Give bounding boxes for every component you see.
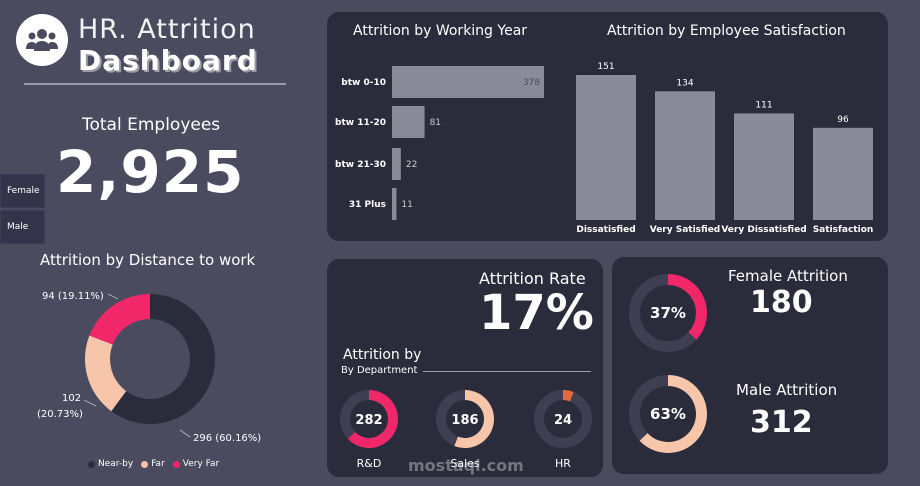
distance-slice-very-far[interactable] [89,294,150,345]
department-value: 186 [451,413,478,428]
department-donut-sales[interactable]: 186 Sales [436,390,494,470]
satisfaction-value-label: 111 [755,100,772,110]
satisfaction-category-label: Satisfaction [813,225,874,235]
satisfaction-bar[interactable] [655,91,715,220]
label-far-pct: (20.73%) [37,409,83,420]
department-donut-hr[interactable]: 24 HR [534,390,592,470]
working-year-category-label: btw 11-20 [335,118,386,128]
satisfaction-category-label: Very Satisfied [650,225,721,235]
distance-chart-title: Attrition by Distance to work [40,251,256,269]
department-divider [423,371,591,372]
working-year-value-label: 378 [523,78,540,88]
working-year-bar-chart: btw 0-10 378 btw 11-20 81 btw 21-30 22 31 Plus… [335,66,544,220]
working-year-category-label: btw 21-30 [335,160,386,170]
male-attrition-pct: 63% [650,405,686,423]
watermark: mostaql.com [408,456,524,475]
legend-dot-near-by [88,460,95,468]
distance-donut [84,294,215,424]
department-donuts: 282 R&D 186 Sales 24 HR [340,390,592,470]
distance-donut-chart: 94 (19.11%) 102 (20.73%) 296 (60.16%) [37,291,261,444]
total-employees-value: 2,925 [56,138,245,206]
leader-line-near-by [179,429,191,438]
legend-near-by: Near-by [88,459,133,469]
working-year-bar[interactable] [392,188,397,220]
working-year-title: Attrition by Working Year [353,23,528,39]
department-arc [454,390,494,448]
male-arc [639,375,707,453]
dashboard-title-line1: HR. Attrition [78,14,256,45]
male-attrition-value: 312 [750,405,813,440]
department-name: HR [555,457,571,470]
bar-charts-panel: Attrition by Working Year btw 0-10 378 btw… [327,12,888,241]
working-year-category-label: btw 0-10 [341,78,386,88]
label-far-value: 102 [62,393,81,404]
distance-slice-far[interactable] [84,335,127,412]
distance-legend: Near-by Far Very Far [88,459,219,469]
department-value: 282 [355,413,382,428]
female-attrition-label: Female Attrition [728,267,848,285]
legend-very-far: Very Far [172,459,219,469]
satisfaction-category-label: Dissatisfied [576,225,635,235]
department-donut-r-d[interactable]: 282 R&D [340,390,398,470]
attrition-rate-value: 17% [479,285,594,341]
male-attrition-label: Male Attrition [736,381,838,399]
satisfaction-title: Attrition by Employee Satisfaction [607,23,846,39]
department-value: 24 [554,413,572,428]
dashboard-title-line2: Dashboard [78,44,258,77]
gender-attrition-panel: 37% 63% Female Attrition 180 Male Attriti… [612,257,888,474]
logo [16,14,68,66]
satisfaction-category-label: Very Dissatisfied [721,225,806,235]
department-name: R&D [357,457,382,470]
female-attrition-pct: 37% [650,304,686,322]
department-arc [563,390,574,402]
female-attrition-value: 180 [750,285,813,320]
male-attrition-donut[interactable]: 63% [629,375,708,453]
distance-slice-near-by[interactable] [111,294,215,424]
female-attrition-donut[interactable]: 37% [629,274,708,352]
attrition-rate-label: Attrition Rate [479,269,586,288]
working-year-bar[interactable] [392,66,544,98]
department-subtitle: By Department [341,365,418,376]
female-arc [668,274,707,340]
satisfaction-value-label: 151 [597,62,614,72]
legend-dot-far [141,460,149,468]
leader-line-far [83,399,97,407]
satisfaction-bar[interactable] [813,127,873,220]
working-year-bar[interactable] [392,106,425,138]
gender-donuts: 37% 63% [629,274,708,453]
working-year-value-label: 81 [430,118,441,128]
slicer-male[interactable]: Male [0,210,45,244]
working-year-value-label: 11 [401,200,412,210]
label-very-far: 94 (19.11%) [42,291,104,302]
working-year-value-label: 22 [406,160,417,170]
department-name: Sales [450,457,480,470]
satisfaction-value-label: 96 [837,115,849,125]
satisfaction-bar[interactable] [576,75,636,220]
total-employees-label: Total Employees [82,115,221,135]
satisfaction-bar[interactable] [734,113,794,220]
title-divider [24,83,286,85]
satisfaction-bar-chart: 151 Dissatisfied 134 Very Satisfied 111 Very … [576,62,874,235]
label-near-by: 296 (60.16%) [193,433,261,444]
legend-dot-very-far [172,460,180,468]
people-group-icon [26,29,58,51]
slicer-female[interactable]: Female [0,174,45,208]
department-arc [347,390,398,448]
leader-line-very-far [107,293,119,300]
legend-far: Far [141,459,165,469]
working-year-category-label: 31 Plus [349,200,386,210]
satisfaction-value-label: 134 [676,78,693,88]
department-title: Attrition by [343,347,422,363]
attrition-rate-panel: Attrition Rate 17% Attrition by By Depar… [327,259,603,477]
working-year-bar[interactable] [392,148,401,180]
